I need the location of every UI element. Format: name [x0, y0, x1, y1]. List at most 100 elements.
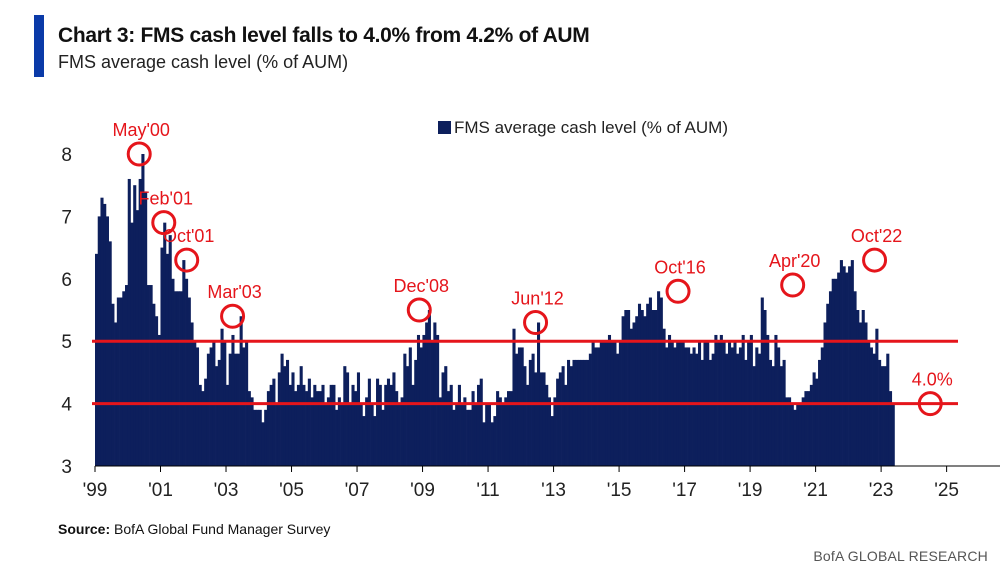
bar: [337, 397, 341, 466]
annotation-label: Oct'16: [654, 257, 705, 277]
bar: [163, 222, 167, 466]
bar: [463, 397, 467, 466]
bar: [400, 397, 404, 466]
bar: [646, 303, 650, 466]
bar: [343, 366, 347, 466]
x-tick-label: '09: [410, 480, 435, 501]
bar: [569, 366, 573, 466]
source-text: BofA Global Fund Manager Survey: [114, 521, 331, 537]
x-tick-label: '01: [148, 480, 173, 501]
bar: [381, 409, 385, 466]
bar: [485, 403, 489, 466]
bar: [820, 347, 824, 466]
bar: [673, 347, 677, 466]
bar: [507, 391, 511, 466]
bar: [850, 260, 854, 466]
annotation-label: Apr'20: [769, 251, 820, 271]
bar: [397, 403, 401, 466]
y-tick-label: 7: [61, 207, 72, 228]
bar: [888, 391, 893, 466]
bar: [496, 391, 500, 466]
bar: [823, 322, 827, 466]
bar: [580, 359, 584, 466]
bar: [711, 353, 715, 466]
bar: [479, 378, 483, 466]
bar: [255, 409, 260, 466]
bar: [313, 384, 317, 466]
bar: [179, 291, 183, 466]
bar: [356, 372, 361, 466]
bar: [466, 409, 470, 466]
annotation-label: 4.0%: [912, 370, 953, 390]
bar: [834, 278, 838, 466]
bar: [408, 347, 412, 466]
bar: [318, 391, 322, 466]
y-tick-label: 4: [61, 395, 72, 416]
bar: [684, 347, 688, 466]
bar: [225, 384, 230, 466]
bar: [174, 291, 178, 466]
bar: [869, 347, 873, 466]
bar: [523, 366, 527, 466]
bar: [695, 353, 699, 466]
bar: [395, 391, 399, 466]
bar: [837, 272, 841, 466]
bar: [738, 347, 742, 466]
bar: [531, 353, 535, 466]
annotation-circle: [174, 247, 200, 273]
bar: [441, 372, 445, 466]
bar: [250, 397, 254, 466]
bar: [100, 197, 104, 466]
bar: [637, 303, 642, 466]
bar: [476, 384, 481, 466]
bar: [545, 384, 549, 466]
bar: [648, 297, 652, 466]
x-tick-label: '13: [541, 480, 566, 501]
bar: [370, 403, 374, 466]
bar: [204, 378, 208, 466]
bar: [446, 391, 451, 466]
bar: [498, 397, 502, 466]
bar: [384, 384, 388, 466]
bar: [556, 378, 560, 466]
bar: [577, 359, 582, 466]
annotation-label: Dec'08: [394, 276, 449, 296]
bar: [828, 291, 833, 466]
bar: [457, 384, 461, 466]
bar: [283, 366, 287, 466]
bar: [310, 397, 314, 466]
bar: [266, 391, 270, 466]
bar: [215, 366, 219, 466]
bar: [367, 378, 371, 466]
bar: [831, 278, 835, 466]
bar: [288, 384, 292, 466]
axes-layer: 3 4 5 6 7 8 '99 '01 '03 '05 '07 '09 '11 '13 '15 '17 '19 '…: [61, 145, 1000, 501]
x-tick-label: '25: [934, 480, 959, 501]
bar: [818, 359, 822, 466]
bar: [116, 297, 120, 466]
bar: [373, 416, 377, 466]
legend-swatch: [438, 121, 451, 134]
bar: [269, 384, 273, 466]
bar: [419, 347, 423, 466]
bar: [632, 322, 636, 466]
bar: [493, 416, 497, 466]
bar: [842, 266, 846, 466]
bar: [351, 384, 355, 466]
bar: [403, 353, 407, 466]
bar: [597, 347, 601, 466]
bar: [340, 403, 344, 466]
bar: [217, 359, 221, 466]
bar: [804, 391, 808, 466]
bar: [376, 378, 380, 466]
bar: [528, 359, 532, 466]
bar: [247, 391, 251, 466]
bar: [133, 185, 137, 466]
bar: [504, 397, 508, 466]
annotation-label: May'00: [112, 120, 169, 140]
y-tick-label: 5: [61, 332, 72, 353]
bar: [875, 328, 879, 466]
bar: [305, 391, 309, 466]
bar: [845, 272, 849, 466]
bar: [130, 222, 134, 466]
